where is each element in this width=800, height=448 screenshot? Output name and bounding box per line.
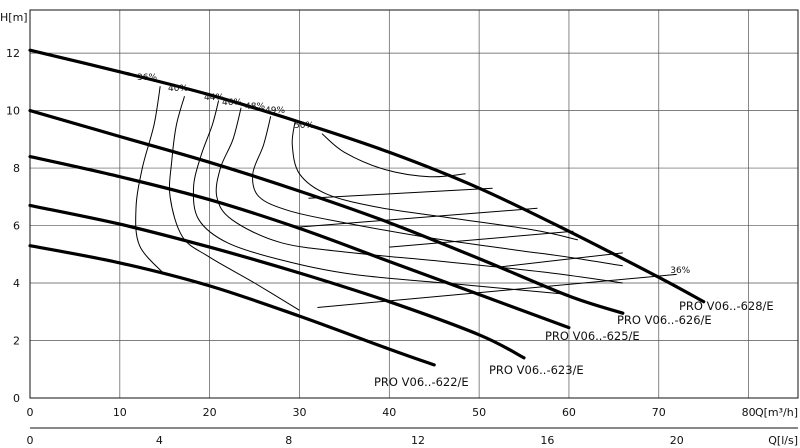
plot-frame	[29, 9, 799, 399]
x2-tick-label: 20	[670, 434, 684, 447]
efficiency-label: 36%	[137, 73, 157, 83]
efficiency-line	[215, 107, 623, 284]
x-tick-label: 50	[472, 406, 486, 419]
x-tick-label: 20	[203, 406, 217, 419]
efficiency-label: 40%	[168, 84, 188, 94]
pump-curve-label: PRO V06..-622/E	[374, 375, 469, 389]
x2-tick-label: 12	[411, 434, 425, 447]
pump-curve-line	[28, 109, 625, 315]
x-tick-label: 30	[292, 406, 306, 419]
pump-curve-label: PRO V06..-623/E	[489, 363, 584, 377]
pump-curve-line	[28, 155, 571, 330]
efficiency-line	[291, 122, 579, 241]
x2-tick-label: 4	[156, 434, 163, 447]
efficiency-connector-line	[299, 207, 538, 228]
x-axis-label: Q[m³/h]	[755, 406, 798, 419]
efficiency-connector-line	[317, 273, 677, 308]
y-tick-label: 12	[6, 47, 20, 60]
efficiency-lines	[135, 86, 677, 311]
efficiency-line	[321, 133, 466, 178]
pump-curve-label: PRO V06..-626/E	[617, 313, 712, 327]
y-tick-label: 8	[13, 162, 20, 175]
x2-tick-label: 0	[27, 434, 34, 447]
efficiency-connector-line	[497, 252, 623, 268]
pump-curve-line	[28, 244, 436, 367]
y-tick-label: 2	[13, 335, 20, 348]
grid	[30, 10, 798, 398]
x-tick-label: 80	[742, 406, 756, 419]
y-tick-label: 6	[13, 220, 20, 233]
y-tick-label: 4	[13, 277, 20, 290]
x-tick-label: 0	[27, 406, 34, 419]
y-tick-label: 0	[13, 392, 20, 405]
efficiency-label: 44%	[204, 93, 224, 103]
x2-axis-label: Q[l/s]	[768, 434, 798, 447]
x-tick-label: 40	[382, 406, 396, 419]
axes: 0 2 4 6 8 10 12 0 10 20 30 40 50 60 70 80 0 4 8 12 16 20 H[m] Q…	[0, 9, 799, 447]
efficiency-label: 46%	[222, 98, 242, 108]
efficiency-connector-line	[389, 230, 574, 248]
efficiency-line	[192, 100, 569, 295]
x2-tick-label: 16	[540, 434, 554, 447]
efficiency-label: 36%	[670, 266, 690, 276]
x2-tick-label: 8	[285, 434, 292, 447]
y-axis-label: H[m]	[0, 11, 28, 24]
efficiency-label: 49%	[265, 106, 285, 116]
x-tick-label: 10	[113, 406, 127, 419]
efficiency-label: 48%	[245, 102, 265, 112]
efficiency-line	[135, 86, 166, 275]
y-tick-label: 10	[6, 105, 20, 118]
pump-curve-label: PRO V06..-625/E	[545, 329, 640, 343]
efficiency-label: 50%	[294, 121, 314, 131]
pump-curve-line	[28, 203, 526, 360]
x-tick-label: 70	[652, 406, 666, 419]
efficiency-connector-line	[308, 187, 493, 199]
pump-curve-label: PRO V06..-628/E	[679, 299, 774, 313]
efficiency-line	[252, 116, 623, 267]
efficiency-line	[168, 96, 300, 311]
pump-curve-line	[28, 48, 706, 304]
pump-curves	[28, 48, 706, 367]
x-tick-label: 60	[562, 406, 576, 419]
labels: 36%40%44%46% 48% 49%50%36%PRO V06..-628/EP…	[137, 73, 774, 389]
